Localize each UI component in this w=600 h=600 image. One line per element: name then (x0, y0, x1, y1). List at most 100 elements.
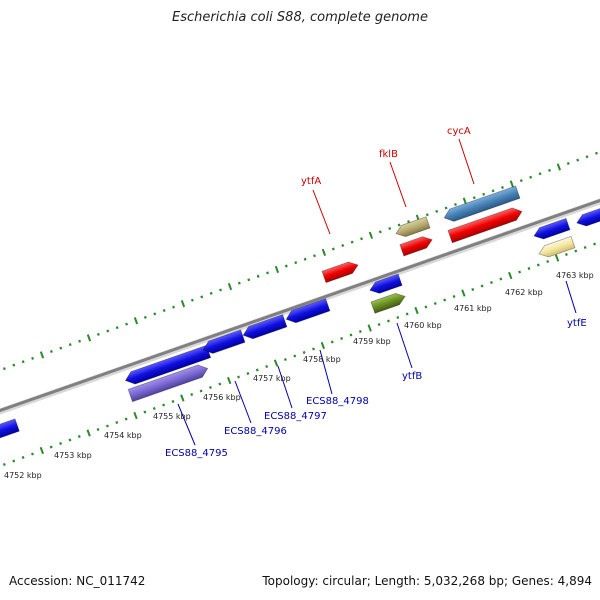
minor-tick (593, 242, 596, 246)
minor-tick (12, 459, 16, 463)
gene-blue-2-shape[interactable] (201, 329, 246, 356)
gene-blue-ytfB[interactable] (368, 273, 403, 296)
gene-blue-left-edge-shape[interactable] (0, 418, 20, 441)
minor-tick (68, 343, 72, 347)
gene-fklB-khaki-shape[interactable] (394, 216, 431, 240)
gene-fklB-khaki[interactable] (394, 216, 431, 240)
minor-tick (190, 393, 194, 397)
minor-tick (360, 237, 363, 241)
minor-tick (358, 330, 362, 334)
gene-ytfA-red-shape[interactable] (321, 259, 360, 284)
gene-blue-3-shape[interactable] (241, 314, 288, 342)
label-leader-lines (177, 138, 577, 446)
minor-tick (59, 441, 63, 446)
leader-line (458, 138, 475, 185)
major-tick (133, 411, 138, 420)
scale-label: 4755 kbp (153, 412, 191, 421)
minor-tick (68, 438, 72, 442)
leader-line (565, 280, 577, 314)
minor-tick (574, 249, 578, 253)
gene-label-ECS88_4798[interactable]: ECS88_4798 (306, 396, 369, 407)
major-tick (554, 254, 560, 262)
gene-blue-left-edge[interactable] (0, 418, 20, 441)
genome-backbone-core (0, 198, 600, 413)
gene-label-ECS88_4797[interactable]: ECS88_4797 (264, 411, 327, 422)
minor-tick (21, 360, 25, 364)
minor-tick (153, 312, 157, 316)
map-title: Escherichia coli S88, complete genome (172, 10, 428, 25)
gene-label-ytfA[interactable]: ytfA (301, 176, 321, 187)
minor-tick (425, 213, 429, 217)
gene-purple[interactable] (127, 362, 210, 403)
gene-label-ECS88_4796[interactable]: ECS88_4796 (224, 426, 287, 437)
gene-yellow-shape[interactable] (537, 235, 576, 259)
gene-blue-2[interactable] (201, 329, 246, 356)
scale-label: 4752 kbp (4, 471, 42, 480)
minor-tick (536, 263, 540, 267)
leader-line (277, 365, 293, 409)
gene-cycA-red-shape[interactable] (447, 205, 524, 244)
gene-label-ytfB[interactable]: ytfB (402, 371, 422, 382)
gene-yellow[interactable] (537, 235, 576, 259)
minor-tick (49, 349, 53, 353)
minor-tick (256, 274, 260, 278)
minor-tick (115, 420, 119, 425)
minor-tick (237, 375, 241, 379)
gene-fklB-red-shape[interactable] (399, 234, 434, 257)
minor-tick (595, 151, 598, 155)
gene-cycA-steel[interactable] (442, 185, 521, 224)
minor-tick (454, 203, 457, 207)
minor-tick (388, 226, 392, 230)
minor-tick (247, 278, 251, 282)
gene-blue-4[interactable] (284, 298, 331, 326)
gene-cycA-steel-shape[interactable] (442, 185, 521, 224)
minor-tick (490, 281, 493, 285)
lower-tick-track (2, 242, 596, 467)
minor-tick (265, 365, 269, 369)
minor-tick (350, 240, 354, 244)
gene-purple-shape[interactable] (127, 362, 210, 403)
gene-ytfA-red[interactable] (321, 259, 360, 284)
gene-olive-ytfB-shape[interactable] (370, 291, 407, 314)
gene-label-fklB[interactable]: fklB (379, 149, 398, 160)
major-tick (556, 163, 562, 171)
gene-olive-ytfB[interactable] (370, 291, 407, 314)
minor-tick (564, 253, 568, 257)
accession-text: Accession: NC_011742 (9, 574, 146, 588)
gene-label-cycA[interactable]: cycA (447, 126, 471, 137)
gene-blue-right-1-shape[interactable] (532, 217, 571, 241)
gene-label-ECS88_4795[interactable]: ECS88_4795 (165, 448, 228, 459)
minor-tick (312, 347, 315, 351)
minor-tick (397, 223, 401, 227)
gene-blue-1-shape[interactable] (123, 344, 212, 386)
major-tick (367, 324, 372, 332)
gene-blue-right-1[interactable] (532, 217, 571, 241)
gene-label-ytfE[interactable]: ytfE (567, 318, 587, 329)
minor-tick (49, 445, 53, 449)
minor-tick (303, 257, 307, 261)
minor-tick (330, 340, 334, 344)
minor-tick (218, 382, 222, 386)
minor-tick (219, 288, 222, 292)
minor-tick (585, 155, 589, 159)
minor-tick (435, 209, 439, 213)
minor-tick (209, 386, 212, 390)
gene-cycA-red[interactable] (447, 205, 524, 244)
gene-blue-3[interactable] (241, 314, 288, 342)
minor-tick (124, 417, 128, 421)
gene-fklB-red[interactable] (399, 234, 434, 257)
major-tick (180, 394, 185, 402)
scale-label: 4763 kbp (556, 271, 594, 280)
minor-tick (31, 452, 34, 456)
gene-blue-4-shape[interactable] (284, 298, 331, 326)
scale-labels: 4752 kbp 4753 kbp 4754 kbp 4755 kbp 4756… (4, 271, 594, 480)
major-tick (180, 300, 186, 308)
minor-tick (396, 316, 400, 320)
gene-blue-ytfB-shape[interactable] (368, 273, 403, 296)
minor-tick (190, 298, 194, 302)
minor-tick (471, 288, 475, 292)
gene-blue-1[interactable] (123, 344, 212, 386)
minor-tick (294, 261, 298, 265)
minor-tick (313, 254, 316, 258)
minor-tick (566, 162, 570, 166)
